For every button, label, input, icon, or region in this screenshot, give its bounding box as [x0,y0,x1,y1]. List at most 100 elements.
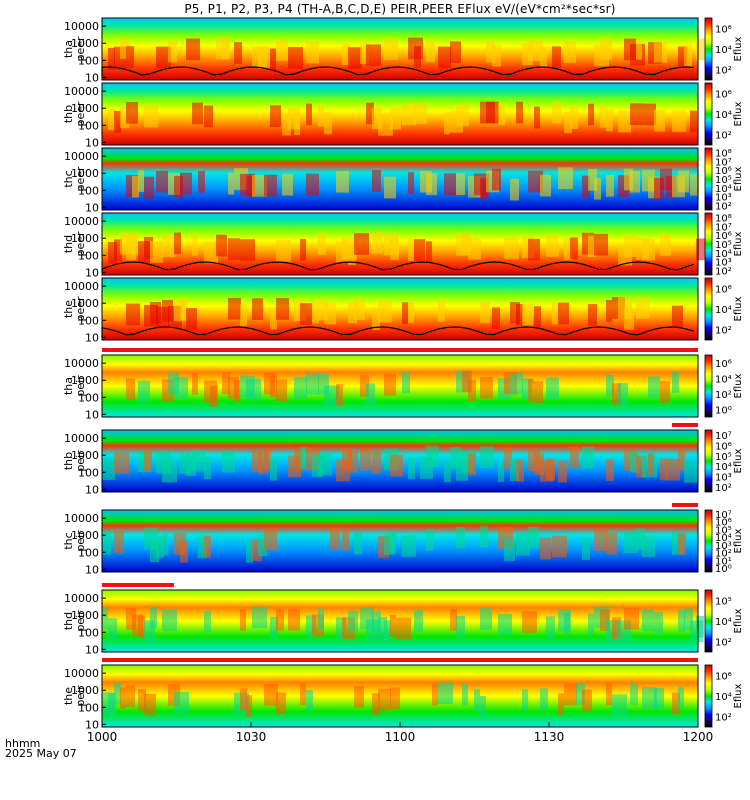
colorbar-tick-2-2: 10⁴ [715,184,732,195]
spectrogram-texture-thb-peer [108,101,697,136]
y-tick-label-0-3: 10000 [64,20,99,33]
panel-label-species-4: peer [74,296,87,322]
colorbar-label-4: Eflux [733,296,744,321]
colorbar-label-6: Eflux [733,448,744,473]
panel-label-species-2: peer [74,166,87,192]
panel-frame-thc-peer [101,147,699,211]
y-tick-label-3-1: 100 [78,249,99,262]
colorbar-label-9: Eflux [733,683,744,708]
panel-label-probe-0: tha [62,40,75,58]
x-axis-label-hhmm: hhmm [5,737,41,750]
colorbar-tick-5-2: 10⁴ [715,374,732,385]
x-tick-label-3: 1130 [534,730,565,744]
panel-label-probe-8: thd [62,612,75,630]
y-tick-label-3-3: 10000 [64,215,99,228]
panel-label-probe-4: the [62,300,75,318]
x-axis-label-date: 2025 May 07 [5,747,77,760]
y-tick-label-3-2: 1000 [71,232,99,245]
colorbar-tick-2-3: 10⁵ [715,175,732,186]
panel-label-species-7: peir [74,530,87,552]
y-tick-label-2-0: 10 [85,201,99,214]
colorbar-tick-6-2: 10⁴ [715,462,732,473]
colorbar-tick-0-0: 10² [715,66,732,77]
y-tick-label-4-2: 1000 [71,297,99,310]
status-bar-thc-peir [672,503,698,507]
panel-frame-thd-peir [101,589,699,653]
y-tick-label-0-0: 10 [85,71,99,84]
panel-label-probe-5: tha [62,377,75,395]
colorbar-4 [704,277,713,341]
colorbar-tick-6-0: 10² [715,483,732,494]
colorbar-tick-2-0: 10² [715,202,732,213]
colorbar-label-3: Eflux [733,231,744,256]
y-tick-label-1-1: 100 [78,119,99,132]
colorbar-3 [704,212,713,276]
y-tick-label-6-1: 100 [78,466,99,479]
scpot-line-the [101,326,695,337]
y-tick-label-4-3: 10000 [64,280,99,293]
colorbar-tick-1-1: 10⁴ [715,110,732,121]
y-tick-label-1-3: 10000 [64,85,99,98]
y-tick-label-7-1: 100 [78,546,99,559]
colorbar-label-7: Eflux [733,528,744,553]
y-tick-label-5-3: 10000 [64,357,99,370]
panel-frame-thc-peir [101,509,699,573]
panel-frame-thb-peir [101,429,699,493]
status-bar-the-peir [102,658,698,662]
panel-label-probe-3: thd [62,235,75,253]
colorbar-tick-7-6: 10⁶ [715,518,732,529]
panel-label-probe-9: the [62,687,75,705]
spectrogram-texture-thc-peir [102,525,686,563]
colorbar-label-1: Eflux [733,101,744,126]
y-tick-label-6-2: 1000 [71,449,99,462]
colorbar-1 [704,82,713,146]
colorbar-tick-1-0: 10² [715,131,732,142]
colorbar-tick-5-3: 10⁶ [715,359,732,370]
colorbar-tick-8-2: 10⁵ [715,596,732,607]
colorbar-tick-5-0: 10⁰ [715,405,732,416]
panel-label-probe-2: thc [62,170,75,187]
colorbar-tick-8-0: 10² [715,638,732,649]
colorbar-tick-3-0: 10² [715,267,732,278]
status-bar-thb-peir [672,423,698,427]
y-tick-label-9-0: 10 [85,718,99,731]
colorbar-tick-3-4: 10⁶ [715,231,732,242]
y-tick-label-1-2: 1000 [71,102,99,115]
colorbar-tick-2-1: 10³ [715,193,732,204]
colorbar-tick-1-2: 10⁶ [715,89,732,100]
y-tick-label-7-0: 10 [85,563,99,576]
colorbar-tick-3-5: 10⁷ [715,222,732,233]
y-tick-label-0-1: 100 [78,54,99,67]
y-tick-label-9-1: 100 [78,701,99,714]
panel-label-species-9: peir [74,685,87,707]
scpot-line-thd [101,261,695,272]
colorbar-label-2: Eflux [733,166,744,191]
colorbar-tick-9-2: 10⁶ [715,671,732,682]
colorbar-tick-4-2: 10⁶ [715,284,732,295]
y-tick-label-7-3: 10000 [64,512,99,525]
scpot-line-tha [101,66,695,77]
y-tick-label-7-2: 1000 [71,529,99,542]
panel-label-species-5: peir [74,375,87,397]
panel-label-species-0: peer [74,36,87,62]
x-tick-label-2: 1100 [385,730,416,744]
colorbar-tick-7-2: 10² [715,549,732,560]
y-tick-label-4-1: 100 [78,314,99,327]
colorbar-tick-7-0: 10⁰ [715,564,732,575]
spectrogram-texture-the-peer [126,297,683,331]
colorbar-tick-4-1: 10⁴ [715,305,732,316]
colorbar-tick-4-0: 10² [715,326,732,337]
spectrogram-texture-thd-peer [108,231,711,266]
panel-label-species-6: peir [74,450,87,472]
y-tick-label-0-2: 1000 [71,37,99,50]
colorbar-tick-6-4: 10⁶ [715,442,732,453]
y-tick-label-4-0: 10 [85,331,99,344]
colorbar-tick-3-3: 10⁵ [715,240,732,251]
colorbar-tick-6-1: 10³ [715,473,732,484]
colorbar-tick-9-1: 10⁴ [715,692,732,703]
panel-frame-tha-peer [101,17,699,81]
colorbar-tick-7-3: 10³ [715,541,732,552]
colorbar-5 [704,354,713,418]
